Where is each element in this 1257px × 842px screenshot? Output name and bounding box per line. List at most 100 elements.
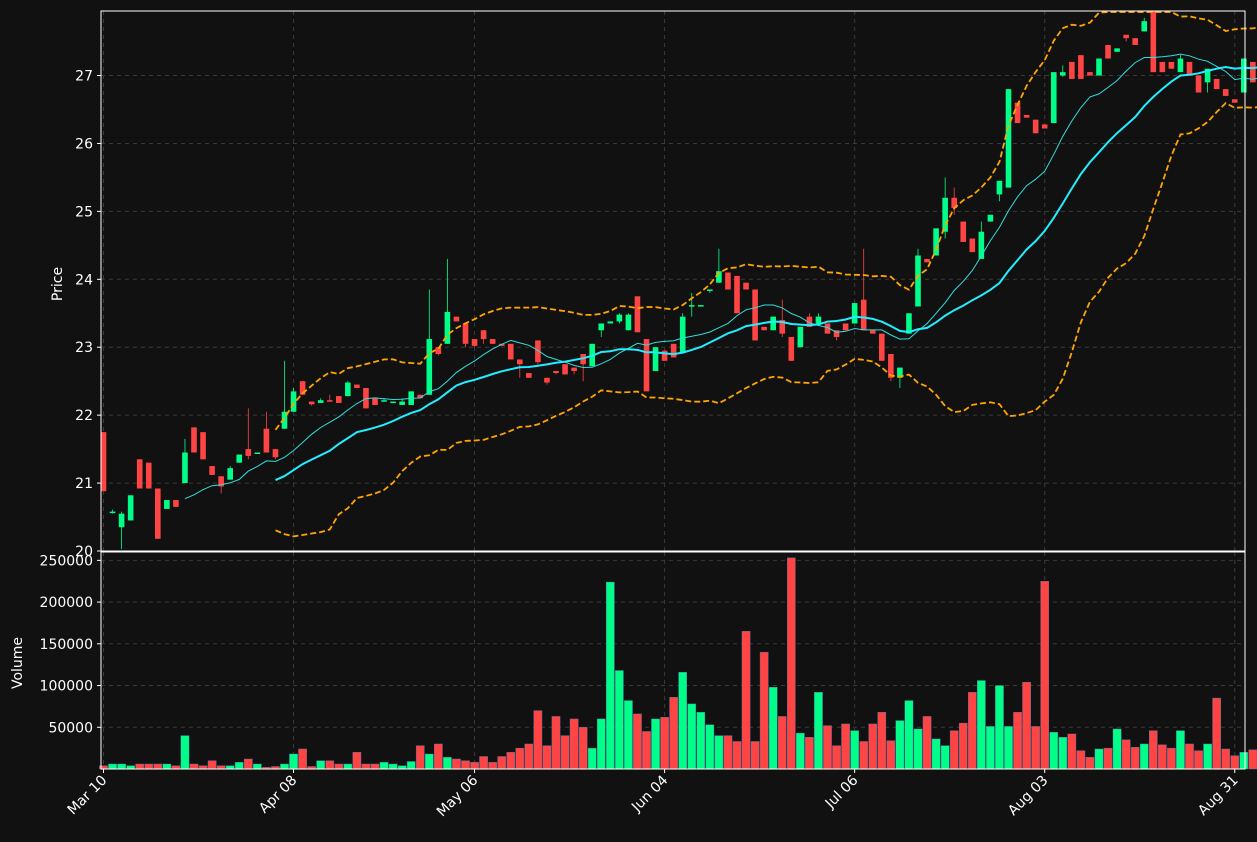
volume-bar — [343, 763, 353, 770]
volume-bar — [759, 651, 769, 770]
candle-body — [372, 398, 378, 405]
volume-bar — [207, 760, 217, 770]
volume-bar — [198, 765, 208, 770]
candle-body — [1050, 72, 1057, 124]
candle-body — [1005, 89, 1012, 188]
volume-bar — [1022, 682, 1031, 770]
volume-bar — [1031, 726, 1040, 770]
candle-body — [399, 401, 405, 405]
volume-panel — [99, 557, 1257, 770]
volume-bar — [452, 758, 461, 770]
volume-bar — [750, 741, 760, 770]
volume-bar — [298, 748, 307, 770]
volume-bar — [569, 718, 579, 770]
candle-body — [326, 400, 333, 402]
candle-body — [155, 488, 161, 539]
candle-body — [317, 400, 324, 403]
candle-body — [1078, 55, 1084, 79]
candle-body — [1141, 21, 1148, 32]
candle-body — [227, 468, 233, 480]
volume-bar — [280, 763, 289, 770]
candle-body — [345, 382, 351, 397]
upper-band-line — [274, 11, 1257, 431]
volume-bar — [968, 692, 977, 770]
candle-body — [1132, 38, 1138, 45]
candle-body — [1250, 61, 1256, 83]
volume-bar — [1212, 697, 1221, 770]
volume-bar — [497, 756, 507, 770]
candle-body — [815, 316, 822, 324]
volume-bar — [189, 763, 199, 770]
volume-bar — [515, 747, 525, 770]
volume-bar — [1239, 752, 1249, 770]
candle-body — [698, 305, 704, 307]
volume-bar — [334, 763, 344, 770]
candle-body — [354, 384, 360, 388]
volume-bar — [1130, 747, 1140, 770]
candle-body — [1123, 34, 1129, 39]
lower-band-line — [275, 102, 1257, 538]
candle-body — [897, 367, 903, 378]
candle-body — [788, 337, 795, 361]
price-tick-label: 22 — [75, 408, 93, 424]
volume-bar — [768, 687, 778, 770]
candle-body — [924, 258, 930, 263]
candle-body — [336, 396, 342, 403]
price-y-axis: 20 21 22 23 24 25 26 27 — [75, 69, 101, 560]
volume-bar — [633, 713, 642, 770]
volume-bar — [180, 735, 190, 770]
candle-body — [426, 339, 433, 395]
candle-body — [1241, 58, 1247, 93]
candle-body — [571, 367, 577, 371]
volume-bar — [995, 685, 1004, 770]
candle-body — [245, 449, 252, 456]
volume-bar — [406, 761, 416, 770]
candle-body — [1159, 61, 1166, 73]
volume-bar — [949, 730, 959, 770]
volume-axis-label: Volume — [10, 637, 26, 689]
volume-bar — [986, 726, 995, 770]
candle-body — [173, 500, 179, 507]
volume-bar — [741, 631, 751, 770]
volume-bar — [253, 763, 262, 770]
candle-body — [462, 323, 469, 344]
candle-body — [607, 321, 614, 324]
price-tick-label: 23 — [75, 340, 93, 356]
candle-body — [1168, 61, 1175, 69]
candle-body — [933, 228, 939, 256]
price-tick-label: 24 — [75, 272, 93, 288]
volume-bar — [415, 745, 425, 770]
candle-body — [679, 316, 686, 353]
candle-body — [716, 271, 722, 283]
volume-bar — [787, 557, 796, 770]
candle-body — [1014, 102, 1021, 124]
candle-body — [553, 371, 559, 374]
candle-body — [652, 347, 659, 371]
volume-bar — [162, 763, 172, 770]
volume-bar — [551, 716, 561, 770]
volume-bar — [977, 680, 986, 770]
candle-body — [308, 401, 315, 405]
volume-bar — [1203, 743, 1212, 770]
volume-bar — [696, 712, 706, 770]
volume-bar — [361, 763, 371, 770]
candle-body — [915, 255, 921, 307]
volume-bar — [1004, 726, 1013, 770]
candle-body — [598, 323, 605, 331]
volume-bar — [108, 763, 117, 770]
candle-body — [1231, 99, 1238, 103]
volume-bar — [1248, 749, 1257, 770]
candle-body — [281, 411, 288, 429]
candle-body — [743, 282, 749, 290]
price-tick-label: 26 — [75, 136, 93, 152]
volume-bar — [379, 762, 389, 770]
price-tick-label: 27 — [75, 69, 93, 85]
candle-body — [489, 339, 496, 344]
candle-body — [1096, 58, 1102, 76]
volume-bar — [596, 718, 606, 770]
candle-body — [888, 354, 894, 378]
candle-body — [851, 303, 858, 324]
volume-bar — [615, 670, 624, 770]
candle-body — [562, 364, 568, 375]
volume-bar — [624, 700, 633, 770]
